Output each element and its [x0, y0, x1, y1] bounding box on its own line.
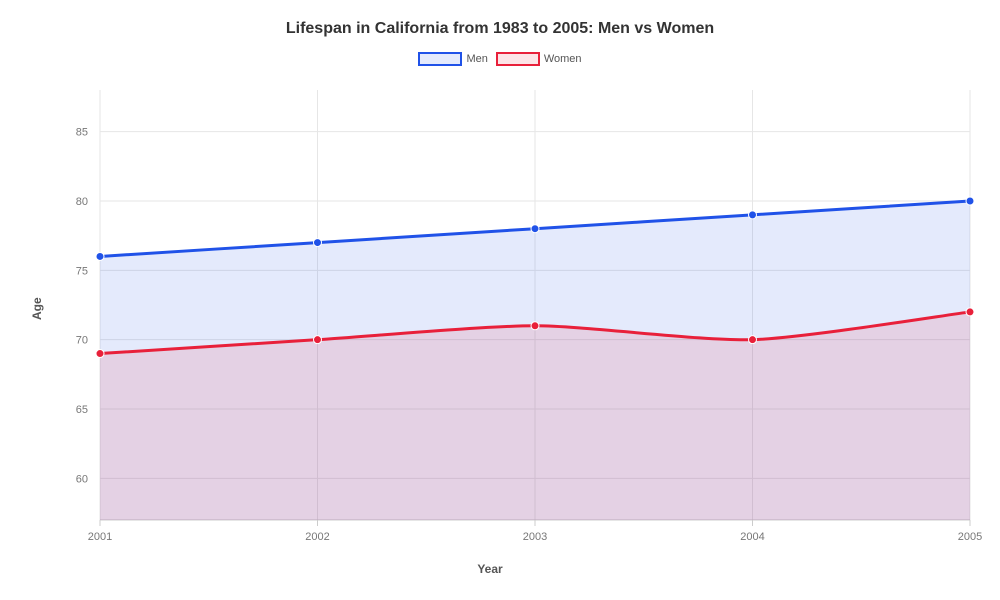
svg-text:65: 65	[76, 404, 88, 416]
svg-text:75: 75	[76, 265, 88, 277]
chart-container: { "chart": { "type": "area-line", "title…	[0, 0, 1000, 600]
svg-text:85: 85	[76, 127, 88, 139]
svg-text:2004: 2004	[740, 531, 764, 543]
svg-text:2003: 2003	[523, 531, 547, 543]
svg-text:70: 70	[76, 335, 88, 347]
svg-text:2005: 2005	[958, 531, 982, 543]
svg-text:2001: 2001	[88, 531, 112, 543]
svg-text:60: 60	[76, 473, 88, 485]
svg-text:80: 80	[76, 196, 88, 208]
svg-text:2002: 2002	[305, 531, 329, 543]
chart-svg: 60 65 70 75 80 85 2001 2002 2003 2004 2005	[0, 0, 1000, 600]
